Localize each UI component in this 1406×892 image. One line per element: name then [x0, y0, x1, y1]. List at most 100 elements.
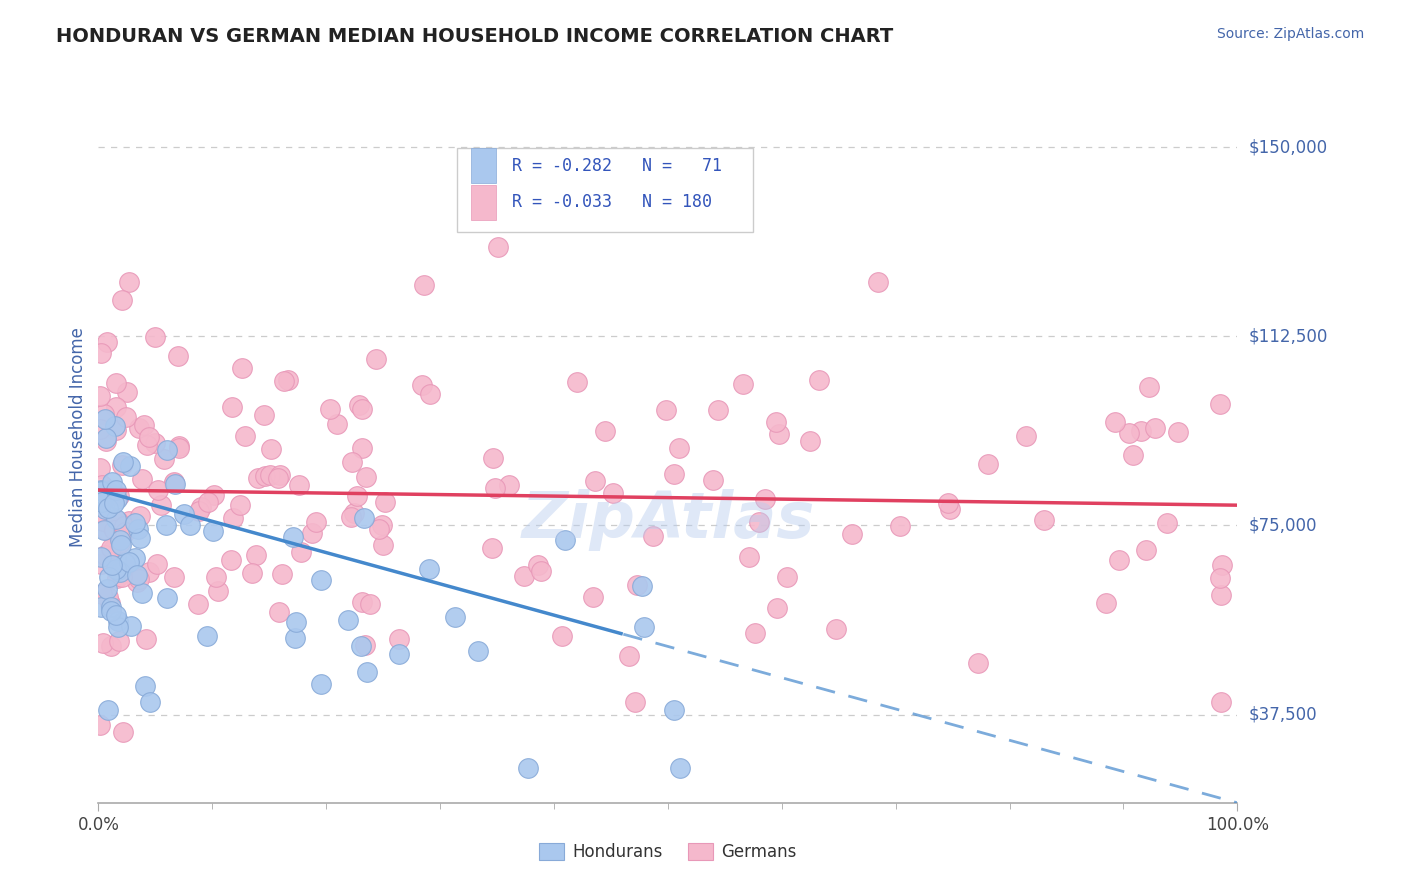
Point	[1211, 588, 1233, 602]
Point	[655, 402, 678, 417]
Point	[221, 553, 243, 567]
Point	[94, 434, 117, 448]
Point	[108, 566, 131, 580]
Point	[527, 558, 550, 572]
Point	[90, 599, 112, 614]
Point	[153, 451, 176, 466]
Point	[163, 475, 186, 489]
Point	[352, 402, 374, 417]
Point	[707, 403, 730, 417]
Point	[246, 471, 269, 485]
Point	[1167, 425, 1189, 439]
Point	[619, 648, 641, 663]
Point	[105, 491, 128, 506]
Point	[97, 501, 120, 516]
Point	[808, 373, 831, 387]
Point	[117, 514, 139, 528]
Point	[100, 488, 122, 502]
Text: ZipAtlas: ZipAtlas	[522, 490, 814, 551]
Point	[104, 376, 127, 390]
Point	[1209, 397, 1232, 411]
Point	[367, 522, 389, 536]
Point	[163, 570, 186, 584]
Point	[138, 430, 160, 444]
Point	[662, 467, 685, 481]
Point	[413, 277, 436, 292]
Point	[96, 582, 118, 597]
Point	[221, 510, 243, 524]
Text: R = -0.282   N =   71: R = -0.282 N = 71	[512, 157, 721, 175]
Point	[799, 434, 821, 448]
Point	[269, 605, 291, 619]
Point	[108, 634, 131, 648]
Point	[240, 566, 263, 581]
Point	[326, 417, 349, 431]
Point	[841, 527, 863, 541]
Y-axis label: Median Household Income: Median Household Income	[69, 327, 87, 547]
Point	[110, 538, 132, 552]
Point	[301, 526, 323, 541]
Point	[156, 442, 179, 457]
Point	[567, 375, 589, 389]
Point	[163, 477, 186, 491]
Point	[100, 639, 122, 653]
Point	[339, 509, 361, 524]
Text: $37,500: $37,500	[1249, 706, 1317, 723]
Point	[513, 569, 536, 583]
Point	[419, 387, 441, 401]
Point	[96, 335, 118, 350]
Point	[135, 632, 157, 646]
Point	[418, 562, 440, 576]
Point	[669, 760, 692, 774]
Text: R = -0.033   N = 180: R = -0.033 N = 180	[512, 194, 711, 211]
Point	[1156, 516, 1178, 531]
Point	[633, 620, 655, 634]
Point	[94, 412, 117, 426]
Point	[149, 499, 172, 513]
Point	[1137, 380, 1160, 394]
Point	[765, 415, 787, 429]
Point	[1129, 425, 1152, 439]
Point	[103, 496, 125, 510]
Point	[481, 541, 503, 556]
Point	[631, 580, 654, 594]
Point	[173, 507, 195, 521]
Point	[1118, 425, 1140, 440]
Point	[776, 570, 799, 584]
Point	[129, 509, 152, 524]
Point	[91, 495, 114, 509]
Point	[825, 622, 848, 636]
Point	[143, 330, 166, 344]
Point	[388, 647, 411, 661]
Point	[155, 517, 177, 532]
Point	[319, 401, 342, 416]
Point	[602, 485, 624, 500]
Point	[271, 566, 294, 581]
Point	[124, 550, 146, 565]
Point	[105, 562, 128, 576]
Point	[125, 568, 148, 582]
Point	[768, 426, 790, 441]
Point	[202, 488, 225, 502]
Point	[128, 572, 150, 586]
Point	[1143, 420, 1166, 434]
Point	[269, 468, 291, 483]
Point	[626, 578, 648, 592]
Point	[93, 407, 115, 421]
Point	[207, 584, 229, 599]
Point	[105, 571, 128, 585]
Point	[115, 410, 138, 425]
FancyBboxPatch shape	[457, 148, 754, 232]
Point	[346, 489, 368, 503]
Point	[105, 400, 128, 414]
Point	[112, 524, 135, 539]
Point	[111, 570, 134, 584]
Point	[127, 522, 149, 536]
Point	[267, 470, 290, 484]
Point	[353, 511, 375, 525]
Point	[98, 596, 121, 610]
Point	[156, 591, 179, 606]
Point	[134, 679, 156, 693]
Point	[118, 459, 141, 474]
Point	[90, 549, 112, 564]
